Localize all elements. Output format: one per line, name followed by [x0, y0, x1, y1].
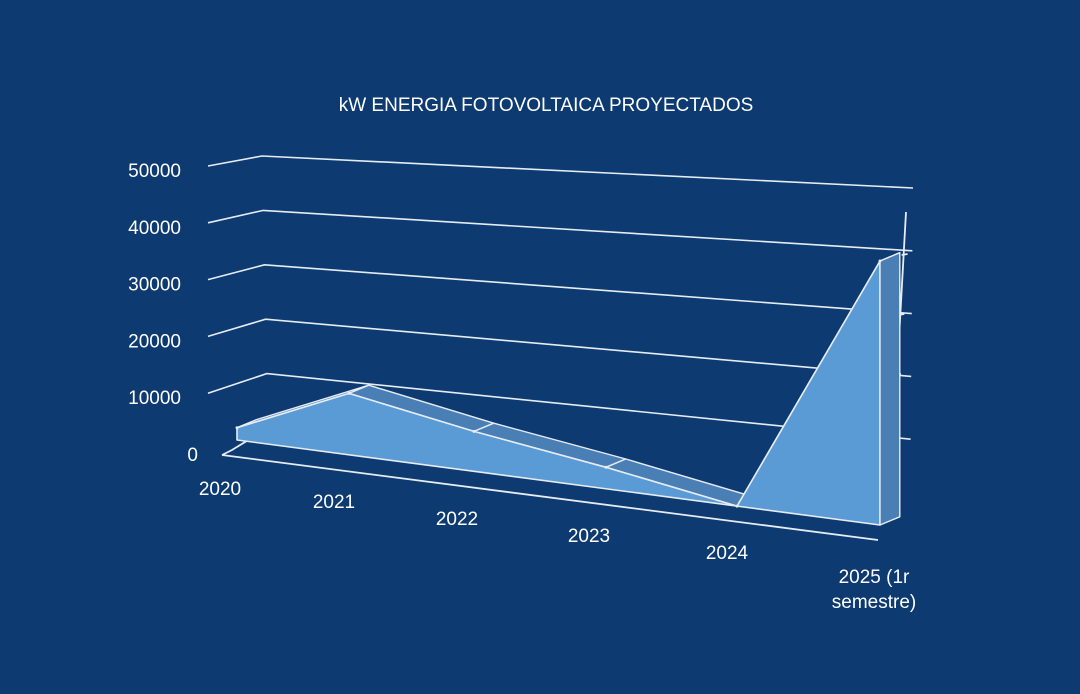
gridline	[207, 209, 913, 252]
area-front-face	[236, 260, 881, 526]
gridline	[207, 372, 911, 440]
data-point-5	[878, 259, 882, 263]
y-axis-tick-labels: 0 10000 20000 30000 40000 50000	[128, 161, 198, 466]
x-tick-label-line: 2025 (1r	[839, 567, 910, 588]
y-tick-label: 40000	[128, 218, 181, 239]
x-tick-label: 2023	[568, 526, 610, 547]
area-side-face	[879, 251, 901, 526]
y-tick-label: 20000	[128, 331, 181, 352]
x-tick-label-line: 2021	[313, 492, 355, 513]
x-tick-label: 2020	[199, 479, 241, 500]
area-series	[235, 251, 901, 526]
y-tick-label: 10000	[128, 388, 181, 409]
data-point-3	[604, 465, 608, 469]
data-point-4	[735, 504, 739, 508]
gridline	[207, 263, 912, 315]
data-point-0	[235, 426, 239, 430]
data-point-2	[472, 429, 476, 433]
x-tick-label: 2024	[706, 543, 749, 564]
side-axis-tick	[901, 253, 908, 256]
x-axis-tick-labels: 2020 2021 2022 2023 2024 2025 (1r semestre)	[199, 479, 916, 613]
x-tick-label-line: 2023	[568, 526, 610, 547]
gridline	[207, 318, 912, 378]
y-tick-label: 30000	[128, 275, 181, 296]
floor-front-edge	[221, 454, 879, 541]
x-tick-label: 2025 (1r semestre)	[832, 567, 916, 613]
x-tick-label-line: semestre)	[832, 592, 916, 613]
x-tick-label-line: 2020	[199, 479, 241, 500]
gridline	[207, 155, 914, 189]
x-tick-label-line: 2022	[436, 509, 478, 530]
x-tick-label-line: 2024	[706, 543, 749, 564]
y-tick-label: 50000	[128, 161, 181, 182]
chart-title: kW ENERGIA FOTOVOLTAICA PROYECTADOS	[339, 95, 754, 116]
data-point-1	[347, 391, 351, 395]
x-tick-label: 2021	[313, 492, 355, 513]
x-tick-label: 2022	[436, 509, 478, 530]
y-tick-label: 0	[187, 445, 198, 466]
